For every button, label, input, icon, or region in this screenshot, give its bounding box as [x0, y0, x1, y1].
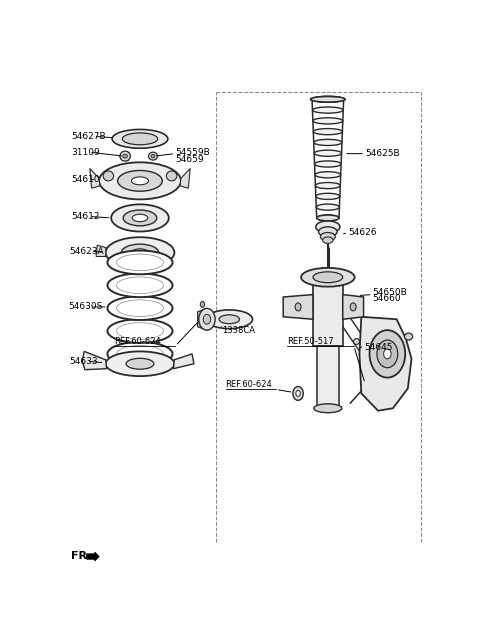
- Text: REF.50-517: REF.50-517: [287, 337, 334, 346]
- Ellipse shape: [316, 204, 339, 210]
- Ellipse shape: [99, 162, 181, 200]
- Circle shape: [203, 315, 211, 324]
- Ellipse shape: [108, 273, 172, 297]
- Ellipse shape: [312, 107, 343, 113]
- Ellipse shape: [148, 152, 157, 160]
- Circle shape: [370, 330, 405, 377]
- Polygon shape: [343, 295, 363, 319]
- Circle shape: [295, 303, 301, 311]
- Ellipse shape: [312, 96, 344, 102]
- Ellipse shape: [126, 358, 154, 369]
- Ellipse shape: [311, 96, 345, 102]
- Polygon shape: [173, 354, 194, 369]
- Text: 54659: 54659: [175, 155, 204, 164]
- Ellipse shape: [353, 338, 360, 345]
- Polygon shape: [283, 295, 313, 319]
- Ellipse shape: [123, 154, 127, 158]
- Ellipse shape: [323, 237, 333, 243]
- Text: REF.60-624: REF.60-624: [114, 337, 161, 346]
- Text: 54630S: 54630S: [68, 302, 103, 311]
- Ellipse shape: [314, 150, 342, 156]
- Text: FR.: FR.: [71, 551, 92, 560]
- Circle shape: [200, 302, 204, 308]
- Ellipse shape: [405, 333, 413, 340]
- Text: 54626: 54626: [348, 229, 377, 238]
- Ellipse shape: [206, 310, 252, 329]
- Ellipse shape: [112, 130, 168, 148]
- Ellipse shape: [122, 133, 157, 144]
- Polygon shape: [360, 317, 411, 411]
- Circle shape: [293, 386, 303, 401]
- Circle shape: [199, 308, 215, 330]
- Ellipse shape: [314, 139, 342, 146]
- Text: 54660: 54660: [372, 295, 401, 304]
- Ellipse shape: [321, 232, 335, 241]
- Ellipse shape: [315, 182, 340, 189]
- Text: 31109: 31109: [71, 148, 100, 157]
- Ellipse shape: [313, 128, 342, 135]
- Circle shape: [377, 340, 398, 368]
- Ellipse shape: [319, 227, 337, 237]
- Text: 54645: 54645: [364, 343, 393, 352]
- Text: 54610: 54610: [71, 175, 100, 184]
- Ellipse shape: [313, 272, 343, 282]
- Circle shape: [384, 349, 391, 359]
- Bar: [317, 347, 338, 408]
- Ellipse shape: [106, 237, 174, 268]
- Polygon shape: [83, 351, 107, 370]
- Ellipse shape: [316, 221, 340, 233]
- Polygon shape: [96, 245, 106, 257]
- Ellipse shape: [132, 177, 148, 185]
- Text: REF.60-624: REF.60-624: [226, 381, 272, 390]
- Text: 54633: 54633: [69, 357, 98, 366]
- Ellipse shape: [121, 244, 158, 261]
- Ellipse shape: [132, 214, 148, 221]
- Circle shape: [296, 390, 300, 396]
- Ellipse shape: [167, 171, 177, 181]
- Circle shape: [350, 303, 356, 311]
- Text: 1338CA: 1338CA: [222, 325, 255, 334]
- Ellipse shape: [313, 117, 343, 124]
- Ellipse shape: [108, 250, 172, 274]
- Text: 54559B: 54559B: [175, 148, 210, 157]
- Bar: [313, 277, 343, 347]
- Ellipse shape: [132, 249, 148, 256]
- Ellipse shape: [111, 204, 169, 232]
- Text: 54612: 54612: [71, 212, 100, 221]
- Polygon shape: [90, 168, 100, 188]
- Text: 54650B: 54650B: [372, 288, 407, 297]
- FancyArrow shape: [87, 553, 99, 560]
- Text: 54627B: 54627B: [71, 132, 106, 141]
- Ellipse shape: [219, 315, 240, 324]
- Polygon shape: [180, 168, 190, 188]
- Text: 54623A: 54623A: [69, 247, 104, 256]
- Ellipse shape: [317, 215, 339, 221]
- Ellipse shape: [118, 171, 162, 191]
- Ellipse shape: [106, 351, 174, 376]
- Ellipse shape: [120, 151, 130, 161]
- Ellipse shape: [108, 342, 172, 366]
- Text: 54625B: 54625B: [365, 149, 400, 158]
- Ellipse shape: [314, 404, 342, 413]
- Ellipse shape: [315, 171, 341, 178]
- Ellipse shape: [151, 155, 155, 158]
- Ellipse shape: [314, 161, 341, 167]
- Ellipse shape: [108, 319, 172, 343]
- Ellipse shape: [316, 193, 340, 200]
- Ellipse shape: [123, 210, 157, 226]
- Ellipse shape: [108, 296, 172, 320]
- Ellipse shape: [317, 215, 339, 221]
- Ellipse shape: [301, 268, 355, 286]
- Ellipse shape: [103, 171, 114, 181]
- Polygon shape: [198, 308, 207, 330]
